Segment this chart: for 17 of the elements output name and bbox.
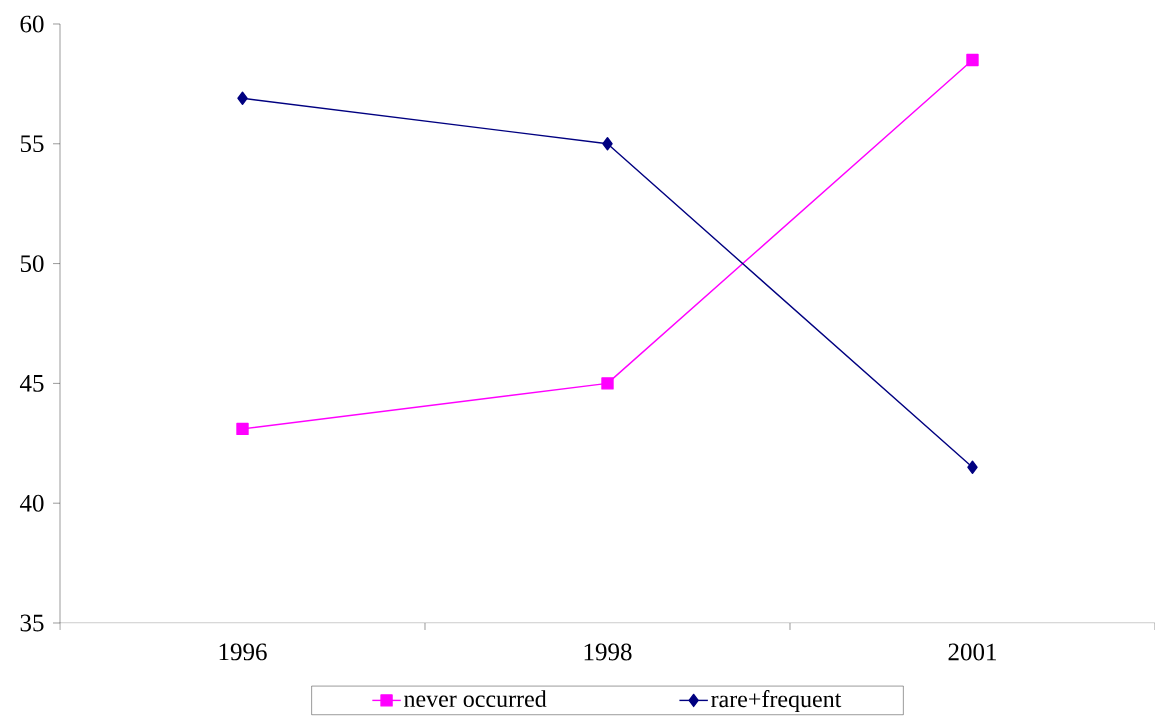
- point: [601, 377, 614, 390]
- y-tick-label: 60: [20, 15, 44, 33]
- x-tick-label: 2001: [948, 643, 996, 661]
- y-tick-label: 50: [20, 255, 44, 273]
- y-tick-label: 45: [19, 375, 44, 392]
- point: [236, 422, 249, 436]
- y-tick-label: 55: [20, 135, 44, 153]
- point: [602, 137, 613, 151]
- x-tick-label: 1996: [219, 643, 267, 661]
- legend-label: never occurred: [404, 690, 547, 708]
- y-tick-label: 40: [19, 494, 44, 512]
- legend-label: rare+frequent: [711, 690, 842, 713]
- y-tick-label: 35: [20, 614, 44, 632]
- point: [966, 53, 979, 67]
- point: [237, 91, 248, 105]
- x-tick-label: 1998: [584, 643, 632, 661]
- point: [967, 460, 978, 474]
